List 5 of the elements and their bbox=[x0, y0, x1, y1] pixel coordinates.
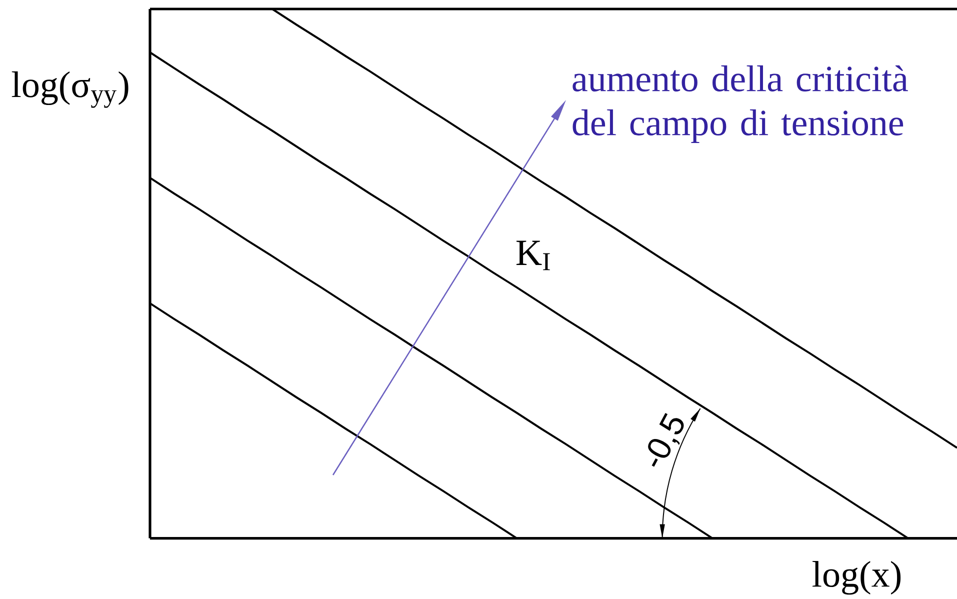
annotation: K$_{I}$ bbox=[516, 240, 550, 270]
x-axis-title: log(x) bbox=[812, 560, 901, 595]
y-axis-title: log(σ$_{yy}$) bbox=[12, 71, 128, 108]
annotation: aumento della criticità del campo di tensione bbox=[572, 65, 908, 143]
annotation: -0,5 bbox=[648, 413, 684, 467]
